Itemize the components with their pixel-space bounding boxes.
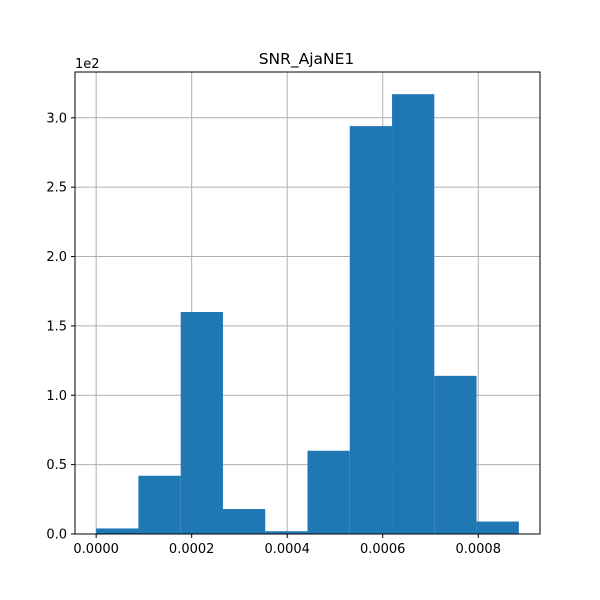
histogram-bar [222, 509, 266, 534]
x-tick-label: 0.0008 [455, 542, 501, 557]
histogram-bar [476, 521, 519, 534]
chart-title: SNR_AjaNE1 [259, 50, 355, 69]
histogram-bar [392, 94, 435, 535]
histogram-bar [138, 475, 181, 534]
y-tick-label: 2.0 [46, 250, 67, 265]
y-tick-label: 1.5 [46, 319, 67, 334]
histogram-bar [96, 528, 139, 534]
tick-layer: 0.0000 0.0002 0.0004 0.0006 0.0008 0.0 0.5 1.0 1… [46, 111, 501, 557]
histogram-bar [307, 450, 350, 534]
y-tick-label: 3.0 [46, 111, 67, 126]
x-tick-label: 0.0006 [360, 542, 406, 557]
histogram-bar [180, 312, 223, 534]
histogram-bar [265, 531, 308, 534]
x-tick-label: 0.0000 [73, 542, 119, 557]
plot-frame [74, 71, 541, 535]
x-tick-label: 0.0002 [169, 542, 215, 557]
y-tick-label: 0.0 [46, 528, 67, 543]
y-tick-label: 1.0 [46, 389, 67, 404]
histogram-bar [349, 126, 393, 535]
y-tick-label: 2.5 [46, 181, 67, 196]
y-tick-label: 0.5 [46, 458, 67, 473]
bar-layer [96, 94, 519, 535]
x-tick-label: 0.0004 [264, 542, 310, 557]
histogram-bar [434, 375, 477, 534]
y-scale-label: 1e2 [75, 57, 100, 72]
